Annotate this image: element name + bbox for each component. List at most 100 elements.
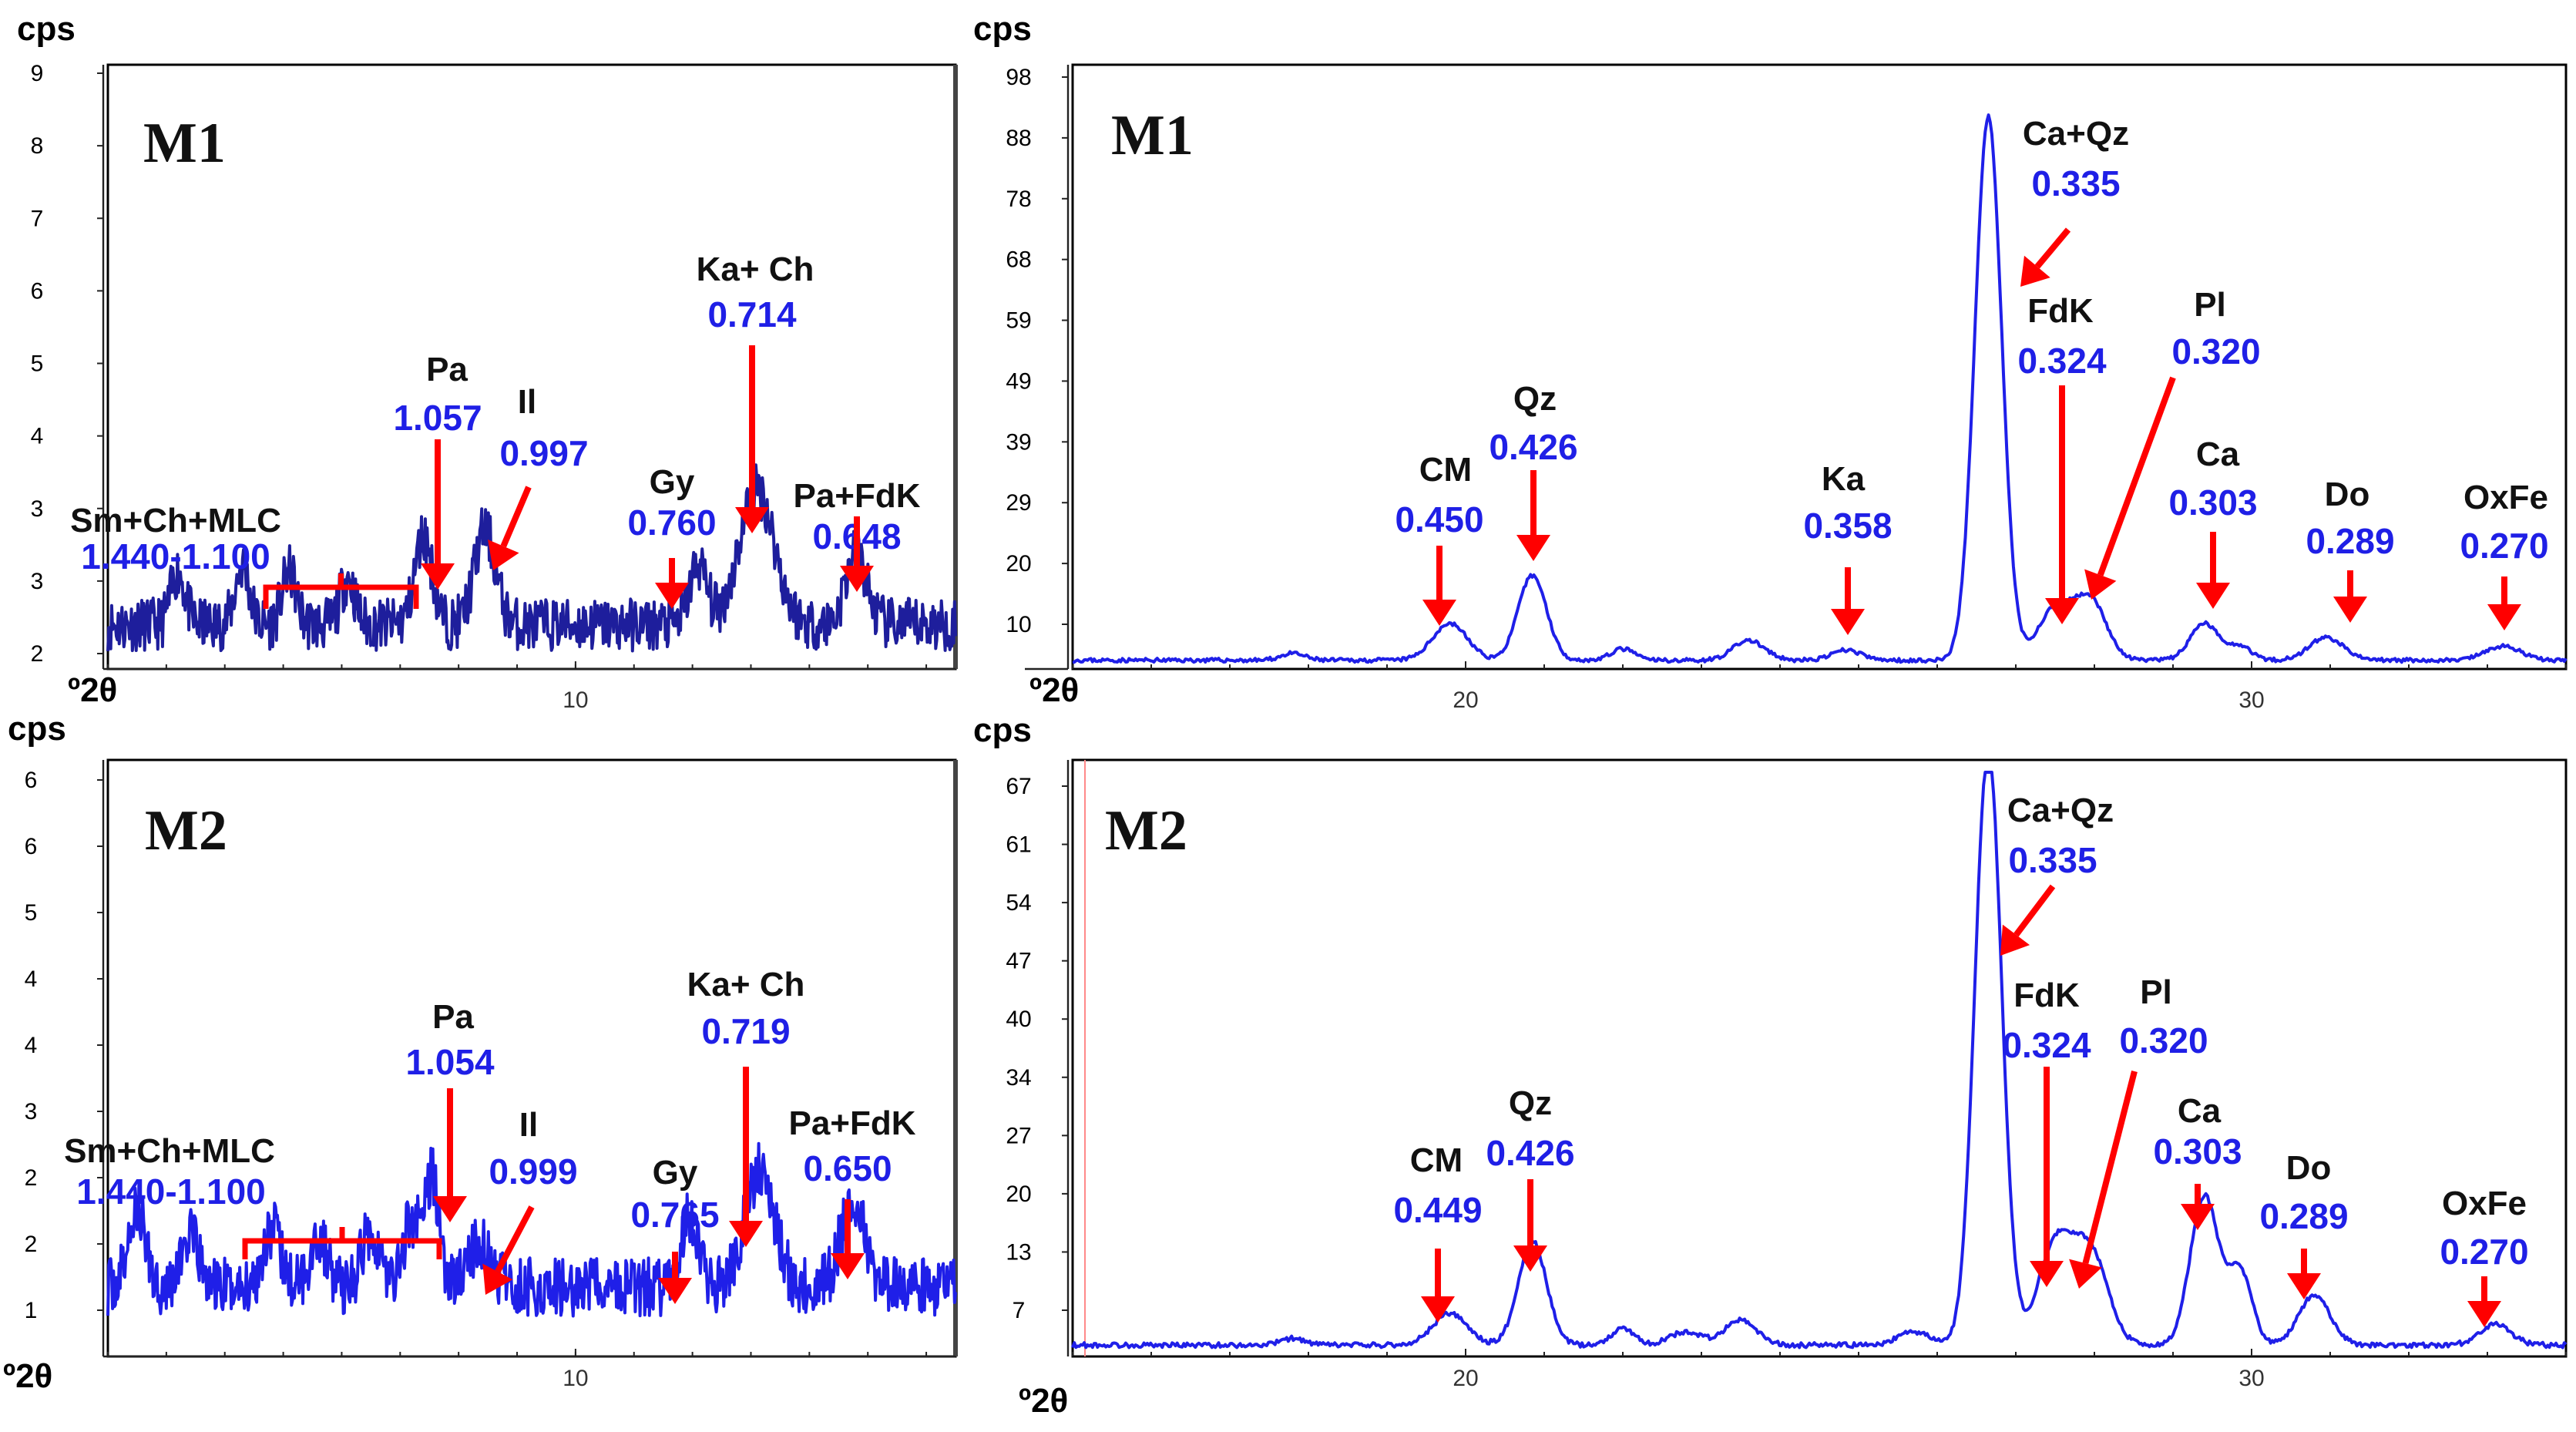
mineral-label: Sm+Ch+MLC [70, 502, 281, 540]
y-tick-label: 6 [31, 278, 44, 304]
y-tick-label: 5 [31, 351, 44, 377]
mineral-label: Pa+FdK [793, 477, 920, 515]
peak-annotation: Ka+ Ch 0.714 [697, 250, 814, 533]
arrow-head [2181, 1204, 2215, 1230]
arrow-head [2333, 597, 2367, 623]
d-spacing-label: 1.057 [393, 398, 482, 438]
y-tick-label: 49 [1006, 368, 1031, 394]
y-tick-label: 27 [1006, 1123, 1031, 1148]
mineral-label: Ca [2178, 1092, 2222, 1130]
y-tick-label: 13 [1006, 1239, 1031, 1265]
y-tick-label: 7 [1013, 1298, 1026, 1323]
peak-annotation: Ka 0.358 [1803, 460, 1893, 635]
chart-panel-m2-low-angle: cps º2θ M2 6 6 5 4 4 3 2 2 1 10 Sm+Ch+MLC1.440-1… [3, 710, 958, 1395]
mineral-label: CM [1410, 1141, 1463, 1179]
d-spacing-label: 0.997 [499, 433, 588, 473]
y-tick-labels: 67 61 54 47 40 34 27 20 13 7 [1006, 774, 1068, 1323]
arrow-head [433, 1196, 467, 1222]
peak-annotations: CM 0.449 Qz 0.426 Ca+Qz 0.335 FdK 0.324 Pl 0.320 C… [1393, 792, 2529, 1327]
arrow-shaft [500, 486, 532, 548]
peak-annotation: CM 0.449 [1393, 1141, 1483, 1323]
peak-annotation: Do 0.289 [2259, 1149, 2349, 1299]
mineral-label: Ca+Qz [2023, 115, 2129, 153]
y-tick-label: 61 [1006, 832, 1031, 858]
y-tick-label: 9 [31, 61, 44, 86]
arrow-head [2287, 1273, 2321, 1299]
mineral-label: Il [518, 383, 536, 421]
mineral-label: Pl [2194, 286, 2226, 324]
d-spacing-label: 1.440-1.100 [81, 536, 270, 576]
y-tick-label: 2 [31, 641, 44, 667]
x-axis-unit: º2θ [1019, 1382, 1068, 1420]
x-tick-labels: 20 30 [1072, 661, 2567, 713]
mineral-label: Ka+ Ch [697, 250, 814, 288]
arrow-head [2487, 604, 2521, 630]
mineral-label: Qz [1513, 380, 1557, 418]
y-tick-label: 10 [1006, 612, 1031, 637]
peak-annotation: Gy0.765 [630, 1154, 720, 1304]
d-spacing-label: 0.270 [2460, 526, 2548, 566]
diffraction-trace [106, 463, 957, 653]
arrow-head [729, 1221, 763, 1247]
mineral-label: CM [1419, 451, 1472, 489]
d-spacing-label: 0.324 [2017, 341, 2107, 381]
arrow-head [831, 1253, 865, 1279]
chart-panel-m1-low-angle: cps º2θ M1 9 8 7 6 5 4 3 3 2 10 Sm+Ch+MLC1.440-1… [17, 10, 958, 713]
y-tick-label: 20 [1006, 1182, 1031, 1207]
y-axis-unit: cps [8, 710, 66, 748]
mineral-label: FdK [2013, 977, 2080, 1014]
arrow-shaft [2013, 884, 2056, 937]
y-tick-label: 2 [25, 1232, 38, 1257]
mineral-label: Pa [432, 998, 474, 1036]
y-axis-unit: cps [973, 10, 1032, 48]
y-tick-label: 47 [1006, 949, 1031, 974]
d-spacing-label: 0.358 [1803, 506, 1892, 546]
d-spacing-label: 0.289 [2259, 1196, 2348, 1236]
arrow-shaft [2034, 227, 2071, 269]
arrow-head [840, 566, 874, 592]
panel-label: M1 [1111, 104, 1194, 167]
peak-annotation: CM 0.450 [1395, 451, 1484, 626]
x-axis-unit: º2θ [1029, 671, 1079, 709]
peak-annotation: Pa 1.057 [393, 351, 482, 590]
arrow-head [655, 583, 689, 609]
y-tick-label: 68 [1006, 247, 1031, 273]
arrow-head [735, 507, 769, 533]
y-tick-label: 7 [31, 206, 44, 231]
d-spacing-label: 0.449 [1393, 1190, 1482, 1230]
d-spacing-label: 1.054 [405, 1042, 495, 1082]
mineral-label: Il [519, 1106, 538, 1144]
y-tick-label: 40 [1006, 1007, 1031, 1032]
y-tick-label: 88 [1006, 126, 1031, 151]
mineral-label: Sm+Ch+MLC [64, 1132, 275, 1170]
d-spacing-label: 0.303 [2153, 1131, 2242, 1171]
mineral-label: OxFe [2463, 479, 2548, 516]
d-spacing-label: 1.440-1.100 [76, 1171, 266, 1212]
arrow-head [2045, 598, 2079, 624]
d-spacing-label: 0.719 [701, 1011, 790, 1051]
peak-annotation: Qz 0.426 [1489, 380, 1578, 561]
peak-annotation: Gy0.760 [627, 463, 717, 609]
y-tick-labels: 9 8 7 6 5 4 3 3 2 [31, 61, 103, 667]
peak-annotation: Pl 0.320 [2069, 973, 2208, 1289]
arrow-head [482, 1263, 513, 1295]
y-tick-label: 5 [25, 900, 38, 926]
mineral-label: Pl [2140, 973, 2172, 1011]
y-tick-label: 78 [1006, 187, 1031, 212]
y-axis-unit: cps [973, 711, 1032, 749]
mineral-label: Ca+Qz [2007, 792, 2114, 829]
y-tick-label: 20 [1006, 551, 1031, 576]
peak-annotation: Pa 1.054 [405, 998, 495, 1222]
x-tick-label: 20 [1453, 1366, 1478, 1391]
arrow-head [421, 563, 455, 590]
peak-annotation: OxFe 0.270 [2440, 1185, 2529, 1327]
y-tick-label: 4 [25, 1033, 38, 1058]
arrow-head [2030, 1261, 2064, 1287]
peak-annotation: Ca+Qz 0.335 [2020, 115, 2129, 287]
y-tick-label: 8 [31, 133, 44, 159]
d-spacing-label: 0.324 [2002, 1025, 2091, 1065]
mineral-label: Do [2286, 1149, 2332, 1187]
y-tick-labels: 98 88 78 68 59 49 39 29 20 10 [1006, 65, 1068, 637]
